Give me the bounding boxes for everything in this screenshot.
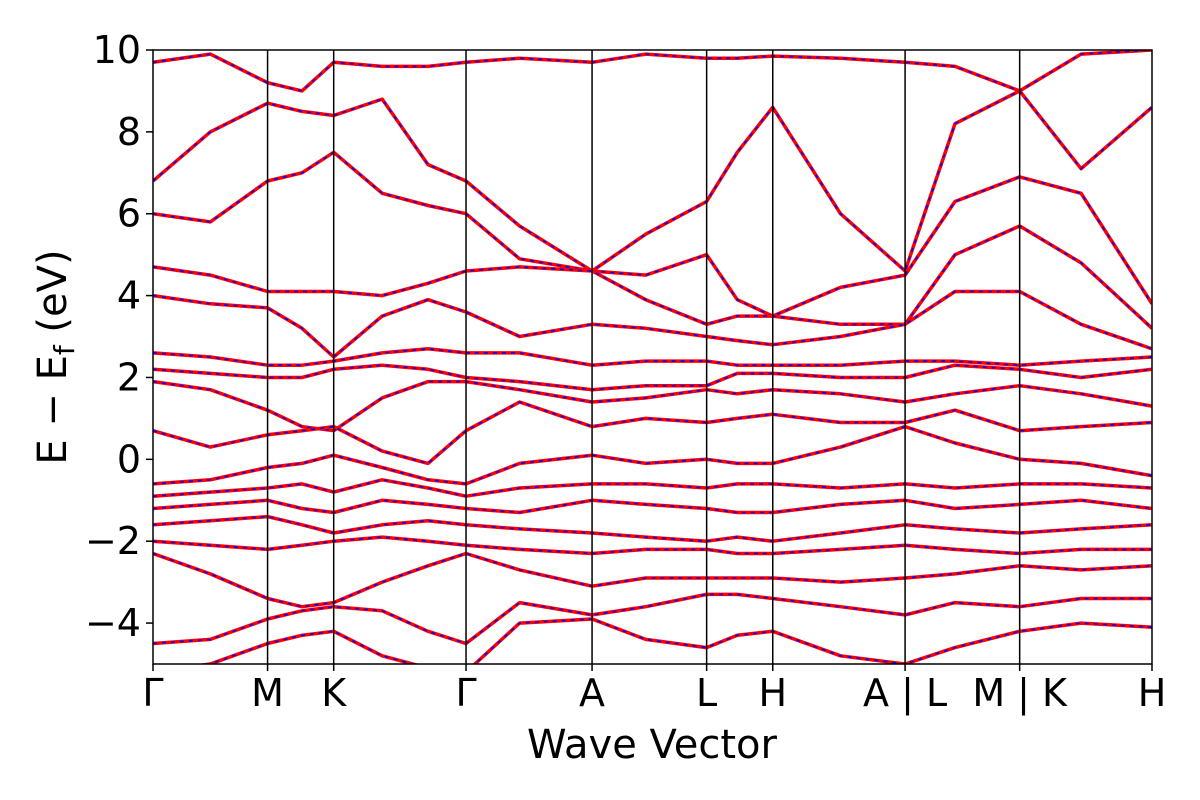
band-line-16 [153, 592, 1152, 646]
band-dash-12 [153, 499, 1152, 514]
x-tick-label: M [251, 671, 284, 715]
band-dash-7 [153, 364, 1152, 391]
y-axis-label-unit: (eV) [30, 249, 76, 345]
x-tick-label: A | L [863, 671, 947, 716]
y-tick-label: −4 [85, 601, 141, 645]
x-tick-label: K [321, 671, 347, 715]
band-dash-10 [153, 425, 1152, 485]
band-dash-6 [153, 347, 1152, 367]
x-tick-label: M | K [972, 671, 1068, 716]
band-line-4 [153, 224, 1152, 330]
x-tick-label: L [696, 671, 717, 715]
band-dash-8 [153, 380, 1152, 432]
band-dash-2 [153, 89, 1152, 273]
y-tick-label: 2 [117, 355, 141, 399]
high-symmetry-lines [266, 50, 1021, 664]
y-axis-label-main: E − E [30, 355, 76, 465]
x-tick-label: A [579, 671, 605, 715]
x-tick-label: H [758, 671, 787, 715]
y-axis-label-subscript: f [48, 344, 81, 355]
band-dash-3 [153, 151, 1152, 317]
band-line-6 [153, 347, 1152, 367]
band-dash-9 [153, 401, 1152, 465]
band-dash-14 [153, 536, 1152, 555]
plot-frame [152, 49, 1153, 665]
x-tick-label: H [1138, 671, 1167, 715]
y-tick-label: 6 [117, 192, 141, 236]
band-line-10 [153, 424, 1152, 486]
band-line-12 [153, 498, 1152, 515]
band-dash-15 [153, 552, 1152, 608]
band-line-15 [153, 551, 1152, 609]
y-axis-label: E − Ef (eV) [30, 249, 81, 464]
y-tick-label: −2 [85, 519, 141, 563]
band-dash-5 [153, 290, 1152, 359]
band-curves [153, 50, 1152, 664]
band-line-2 [153, 89, 1152, 273]
band-dash-4 [153, 225, 1152, 329]
band-dash-13 [153, 515, 1152, 543]
x-axis-label: Wave Vector [527, 722, 778, 768]
x-tick-label: Γ [455, 671, 476, 715]
band-dash-11 [153, 478, 1152, 498]
band-line-11 [153, 478, 1152, 498]
y-tick-label: 4 [117, 274, 141, 318]
y-tick-label: 8 [117, 110, 141, 154]
y-axis: −4 −2 0 2 4 6 8 10 [85, 28, 153, 645]
band-dash-17 [204, 618, 1152, 664]
y-tick-label: 10 [93, 28, 141, 72]
band-dash-1 [153, 50, 1152, 92]
band-line-14 [153, 535, 1152, 556]
x-tick-label: Γ [142, 671, 163, 715]
y-tick-label: 0 [117, 437, 141, 481]
band-line-13 [153, 514, 1152, 543]
